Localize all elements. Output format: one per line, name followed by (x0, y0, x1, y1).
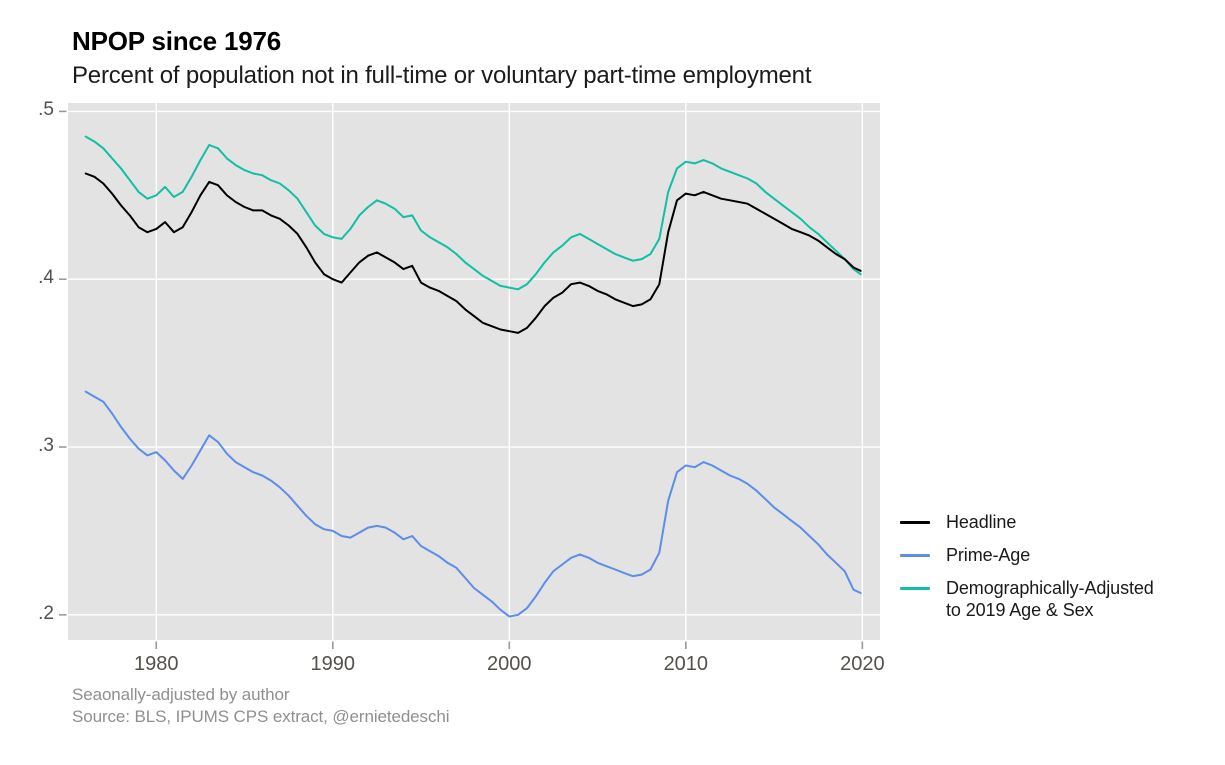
x-tick-label: 2010 (663, 653, 709, 675)
caption-line-1: Seaonally-adjusted by author (72, 685, 290, 704)
x-tick-label: 1980 (134, 653, 179, 675)
legend-swatch-line (900, 587, 930, 590)
legend-swatch-line (900, 521, 930, 524)
x-tick-label: 2020 (840, 653, 885, 675)
page-subtitle: Percent of population not in full-time o… (72, 62, 812, 89)
legend-label: Headline (946, 512, 1017, 532)
series-line-demographically-adjusted-to-2019-age-sex (84, 135, 862, 291)
x-tick-label: 1990 (310, 653, 356, 675)
legend-item: Demographically-Adjusted to 2019 Age & Se… (900, 577, 1225, 621)
y-tick-label: .2 (38, 602, 54, 624)
legend: Headline Prime-Age Demographically-Adjuste… (900, 511, 1225, 632)
legend-item: Headline (900, 511, 1225, 533)
page-title: NPOP since 1976 (72, 26, 281, 56)
legend-label: Demographically-Adjusted to 2019 Age & Se… (946, 578, 1154, 620)
legend-swatch-line (900, 554, 930, 557)
y-tick-label: .5 (38, 99, 54, 121)
source-caption: Seaonally-adjusted by author Source: BLS… (72, 684, 449, 728)
series-line-headline (84, 172, 862, 334)
plot-panel (68, 103, 880, 640)
legend-label: Prime-Age (946, 545, 1031, 565)
caption-line-2: Source: BLS, IPUMS CPS extract, @erniete… (72, 707, 450, 726)
legend-item: Prime-Age (900, 544, 1225, 566)
y-tick-label: .3 (38, 435, 54, 457)
series-line-prime-age (84, 390, 862, 618)
y-tick-label: .4 (38, 267, 54, 289)
x-tick-label: 2000 (487, 653, 532, 675)
